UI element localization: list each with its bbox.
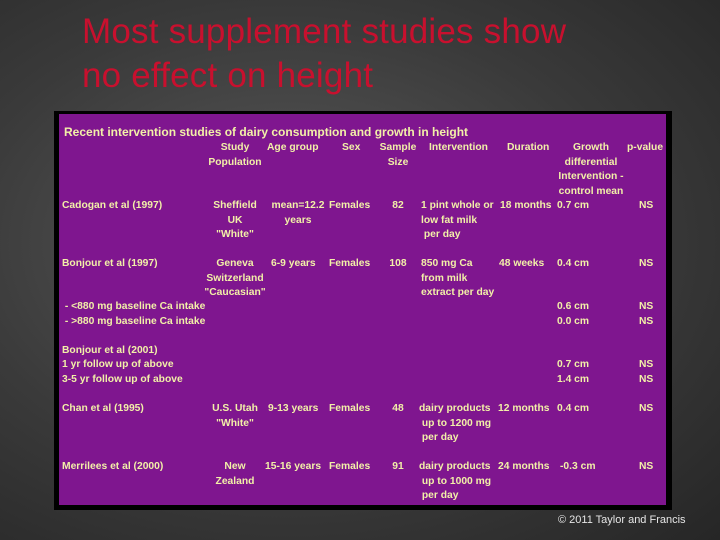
age-line: mean=12.2 — [271, 200, 325, 211]
growth-low-baseline-ca: 0.6 cm — [557, 301, 590, 312]
header-intervention: Intervention — [429, 142, 488, 153]
population-line: "White" — [216, 229, 254, 240]
study-name-bonjour-2001: Bonjour et al (2001) — [62, 345, 158, 356]
growth-followup-1yr: 0.7 cm — [557, 359, 590, 370]
population-chan: U.S. Utah "White" — [199, 402, 271, 431]
header-sex: Sex — [342, 142, 361, 153]
growth-followup-3-5yr: 1.4 cm — [557, 374, 590, 385]
growth-chan: 0.4 cm — [557, 403, 590, 414]
header-sample-size-line: Size — [387, 156, 409, 168]
header-growth-line: differential — [564, 156, 618, 168]
sample-size-bonjour-1997: 108 — [389, 258, 407, 269]
table-image-frame: Recent intervention studies of dairy con… — [54, 111, 672, 510]
growth-merrilees: -0.3 cm — [560, 461, 596, 472]
p-value-followup-3-5yr: NS — [639, 374, 654, 385]
sex-bonjour-1997: Females — [329, 258, 371, 269]
age-chan: 9-13 years — [268, 403, 319, 414]
population-line: UK — [227, 214, 243, 226]
duration-cadogan: 18 months — [500, 200, 552, 211]
header-sample-size: Sample Size — [377, 141, 419, 170]
age-merrilees: 15-16 years — [265, 461, 322, 472]
intervention-line: up to 1000 mg — [419, 475, 492, 487]
header-duration: Duration — [507, 142, 550, 153]
population-line: U.S. Utah — [212, 403, 258, 414]
p-value-followup-1yr: NS — [639, 359, 654, 370]
intervention-line: low fat milk — [421, 214, 478, 226]
header-p-value: p-value — [627, 142, 664, 153]
population-cadogan: Sheffield UK "White" — [199, 199, 271, 243]
intervention-cadogan: 1 pint whole or low fat milk per day — [421, 199, 494, 243]
study-name-merrilees: Merrilees et al (2000) — [62, 461, 164, 472]
population-line: "Caucasian" — [204, 287, 266, 298]
followup-1yr: 1 yr follow up of above — [62, 359, 174, 370]
slide-title: Most supplement studies show no effect o… — [82, 10, 702, 98]
population-line: Geneva — [216, 258, 254, 269]
age-line: years — [284, 214, 312, 226]
intervention-chan: dairy products up to 1200 mg per day — [419, 402, 491, 446]
intervention-bonjour-1997: 850 mg Ca from milk extract per day — [421, 257, 494, 301]
sex-chan: Females — [329, 403, 371, 414]
slide-title-line-1: Most supplement studies show — [82, 12, 567, 51]
header-study-population: Study Population — [199, 141, 271, 170]
followup-3-5yr: 3-5 yr follow up of above — [62, 374, 183, 385]
subgroup-high-baseline-ca: - >880 mg baseline Ca intake — [62, 316, 206, 327]
study-name-chan: Chan et al (1995) — [62, 403, 144, 414]
growth-cadogan: 0.7 cm — [557, 200, 590, 211]
intervention-line: dairy products — [419, 403, 491, 414]
slide-title-line-2: no effect on height — [82, 56, 374, 95]
growth-high-baseline-ca: 0.0 cm — [557, 316, 590, 327]
p-value-low-baseline-ca: NS — [639, 301, 654, 312]
p-value-merrilees: NS — [639, 461, 654, 472]
sample-size-cadogan: 82 — [392, 200, 404, 211]
intervention-line: dairy products — [419, 461, 491, 472]
intervention-line: per day — [419, 432, 459, 443]
duration-chan: 12 months — [498, 403, 550, 414]
intervention-line: per day — [419, 490, 459, 501]
header-growth-differential: Growth differential Intervention - contr… — [553, 141, 629, 199]
population-line: Zealand — [215, 475, 255, 487]
sample-size-chan: 48 — [392, 403, 404, 414]
sample-size-merrilees: 91 — [392, 461, 404, 472]
population-bonjour-1997: Geneva Switzerland "Caucasian" — [197, 257, 273, 301]
intervention-line: 850 mg Ca — [421, 258, 473, 269]
table-title: Recent intervention studies of dairy con… — [64, 125, 469, 139]
population-line: Sheffield — [213, 200, 257, 211]
intervention-line: from milk — [421, 272, 468, 284]
duration-merrilees: 24 months — [498, 461, 550, 472]
subgroup-low-baseline-ca: - <880 mg baseline Ca intake — [62, 301, 206, 312]
p-value-chan: NS — [639, 403, 654, 414]
population-line: Switzerland — [206, 272, 264, 284]
study-name-bonjour-1997: Bonjour et al (1997) — [62, 258, 158, 269]
age-cadogan: mean=12.2 years — [265, 199, 331, 228]
population-line: "White" — [216, 417, 254, 429]
sex-merrilees: Females — [329, 461, 371, 472]
header-growth-line: control mean — [558, 185, 624, 197]
intervention-line: up to 1200 mg — [419, 417, 492, 429]
header-age-group: Age group — [267, 142, 319, 153]
intervention-line: per day — [421, 229, 461, 240]
duration-bonjour-1997: 48 weeks — [499, 258, 545, 269]
intervention-line: extract per day — [421, 287, 495, 298]
study-name-cadogan: Cadogan et al (1997) — [62, 200, 163, 211]
population-merrilees: New Zealand — [199, 460, 271, 489]
copyright-footer: © 2011 Taylor and Francis — [558, 514, 686, 526]
intervention-line: 1 pint whole or — [421, 200, 494, 211]
study-table: Recent intervention studies of dairy con… — [59, 114, 666, 505]
header-study-population-line: Study — [220, 142, 250, 153]
header-study-population-line: Population — [208, 156, 262, 168]
sex-cadogan: Females — [329, 200, 371, 211]
intervention-merrilees: dairy products up to 1000 mg per day — [419, 460, 491, 504]
age-bonjour-1997: 6-9 years — [271, 258, 316, 269]
header-sample-size-line: Sample — [379, 142, 417, 153]
header-growth-line: Growth — [572, 142, 610, 153]
p-value-bonjour-1997: NS — [639, 258, 654, 269]
growth-bonjour-1997: 0.4 cm — [557, 258, 590, 269]
population-line: New — [224, 461, 246, 472]
p-value-high-baseline-ca: NS — [639, 316, 654, 327]
header-growth-line: Intervention - — [558, 171, 624, 182]
p-value-cadogan: NS — [639, 200, 654, 211]
